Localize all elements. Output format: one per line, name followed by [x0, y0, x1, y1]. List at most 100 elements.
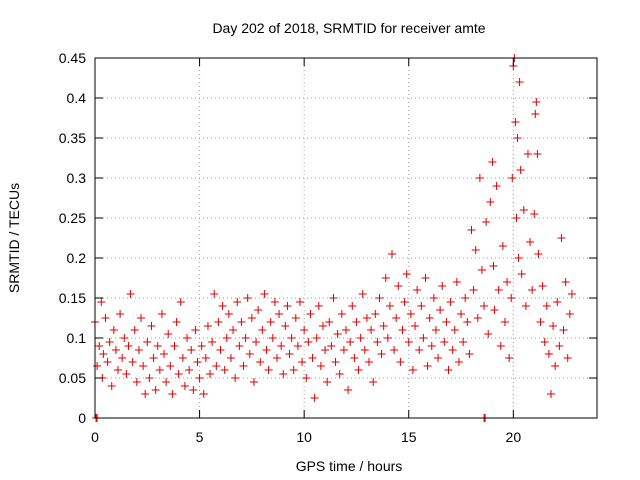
data-point	[413, 286, 422, 294]
y-tick-label: 0.05	[59, 370, 86, 386]
data-point	[220, 366, 229, 374]
data-point	[312, 334, 321, 342]
data-point	[538, 282, 547, 290]
data-point	[390, 346, 399, 354]
data-point	[530, 210, 539, 218]
data-point	[394, 282, 403, 290]
data-point	[321, 346, 330, 354]
data-point	[241, 334, 250, 342]
data-point	[452, 278, 461, 286]
data-point	[448, 346, 457, 354]
data-point	[398, 326, 407, 334]
data-point	[511, 118, 520, 126]
data-point	[490, 306, 499, 314]
data-point	[348, 302, 357, 310]
data-point	[358, 290, 367, 298]
data-point	[516, 166, 525, 174]
data-point	[183, 334, 192, 342]
data-point	[532, 98, 541, 106]
data-point	[469, 286, 478, 294]
data-point	[295, 298, 304, 306]
data-point	[277, 342, 286, 350]
y-axis-label: SRMTID / TECUs	[6, 183, 22, 293]
data-point	[486, 198, 495, 206]
data-point	[105, 338, 114, 346]
data-point	[170, 342, 179, 350]
data-point	[519, 206, 528, 214]
data-point	[155, 366, 164, 374]
x-tick-label: 0	[91, 429, 99, 445]
data-point	[369, 378, 378, 386]
data-point	[546, 390, 555, 398]
data-point	[260, 290, 269, 298]
data-point	[514, 254, 523, 262]
y-tick-label: 0.2	[67, 250, 87, 266]
data-point	[189, 386, 198, 394]
grid-lines	[95, 58, 597, 418]
data-point	[302, 374, 311, 382]
data-point	[507, 294, 516, 302]
data-point	[549, 322, 558, 330]
data-point	[400, 298, 409, 306]
data-point	[482, 218, 491, 226]
data-point	[318, 322, 327, 330]
data-point	[492, 182, 501, 190]
data-point	[180, 382, 189, 390]
data-point	[333, 330, 342, 338]
data-point	[164, 330, 173, 338]
data-point	[402, 270, 411, 278]
data-point	[515, 78, 524, 86]
data-point	[166, 362, 175, 370]
data-point	[283, 302, 292, 310]
data-point	[344, 386, 353, 394]
data-point	[438, 282, 447, 290]
data-point	[310, 394, 319, 402]
data-point	[494, 286, 503, 294]
data-point	[431, 326, 440, 334]
x-tick-label: 20	[506, 429, 522, 445]
x-tick-label: 10	[296, 429, 312, 445]
data-point	[323, 378, 332, 386]
data-point	[473, 314, 482, 322]
data-point	[254, 306, 263, 314]
data-point	[214, 318, 223, 326]
data-point	[153, 342, 162, 350]
data-point	[396, 358, 405, 366]
data-point	[193, 358, 202, 366]
data-point	[500, 318, 509, 326]
data-point	[126, 290, 135, 298]
data-point	[442, 318, 451, 326]
data-point	[459, 338, 468, 346]
data-point	[484, 330, 493, 338]
data-point	[415, 346, 424, 354]
data-point	[206, 370, 215, 378]
data-point	[325, 318, 334, 326]
data-point	[116, 310, 125, 318]
data-point	[249, 378, 258, 386]
data-point	[536, 318, 545, 326]
data-point	[128, 358, 137, 366]
data-point	[526, 238, 535, 246]
data-point	[489, 262, 498, 270]
data-point	[531, 110, 540, 118]
data-point	[162, 378, 171, 386]
data-point	[354, 366, 363, 374]
data-point	[327, 342, 336, 350]
data-point	[160, 350, 169, 358]
data-point	[185, 366, 194, 374]
data-point	[226, 354, 235, 362]
data-point	[268, 334, 277, 342]
data-point	[304, 338, 313, 346]
data-point	[275, 310, 284, 318]
data-point	[444, 366, 453, 374]
data-point	[342, 326, 350, 334]
data-point	[187, 346, 196, 354]
data-point	[419, 334, 428, 342]
data-point	[555, 342, 564, 350]
data-point	[423, 362, 432, 370]
data-point	[262, 346, 271, 354]
data-point	[346, 338, 355, 346]
data-point	[471, 246, 480, 254]
data-point	[279, 370, 288, 378]
